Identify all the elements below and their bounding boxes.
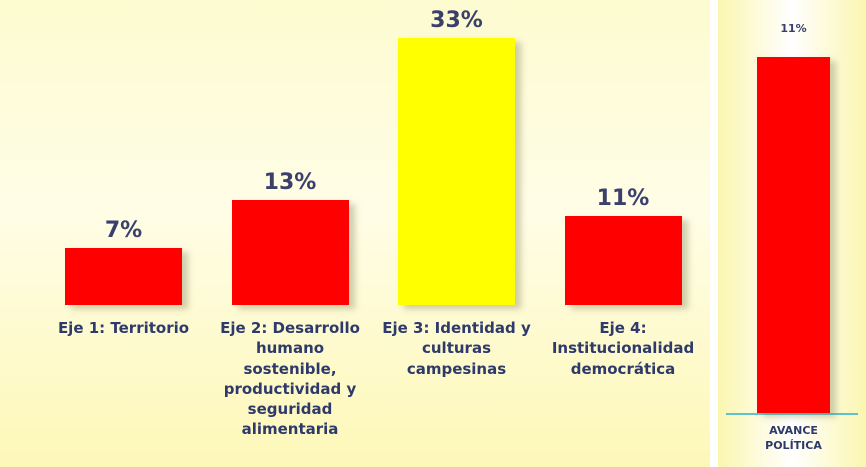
value-label: 11% — [596, 186, 650, 212]
bar — [757, 57, 830, 413]
value-label: 13% — [263, 169, 317, 195]
bar — [231, 199, 349, 305]
summary-panel: 11% AVANCE POLÍTICA — [718, 0, 866, 467]
value-label: 33% — [430, 8, 483, 34]
category-label: Eje 1: Territorio — [57, 319, 190, 337]
category-label: AVANCE POLÍTICA — [765, 424, 822, 452]
bar — [564, 216, 682, 305]
chart-panel: 7% Eje 1: Territorio 13% Eje 2: Desarrollo … — [0, 0, 710, 467]
value-label: 7% — [104, 218, 143, 244]
bar — [398, 38, 515, 305]
baseline — [726, 413, 858, 415]
category-label: Eje 3: Identidad y culturas campesinas — [382, 319, 531, 378]
category-label: Eje 4: Institucionalidad democrática — [551, 319, 695, 378]
category-label: Eje 2: Desarrollo humano sostenible, pro… — [220, 319, 360, 439]
value-label: 11% — [780, 22, 807, 35]
bar — [65, 248, 182, 305]
